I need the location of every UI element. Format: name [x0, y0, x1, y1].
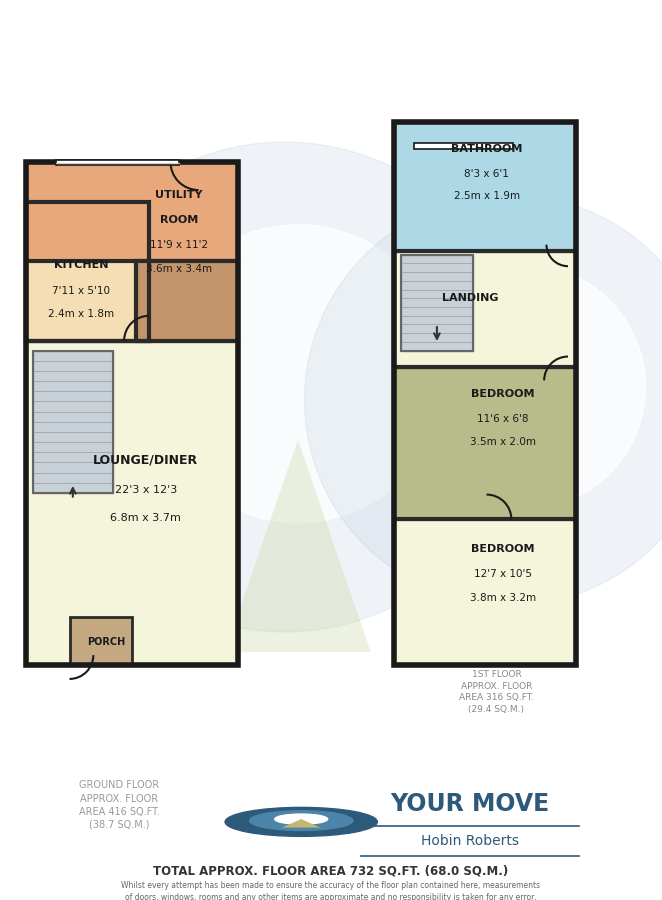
Bar — [394, 122, 576, 665]
Text: BEDROOM: BEDROOM — [471, 544, 535, 554]
Text: UTILITY: UTILITY — [155, 190, 203, 200]
Bar — [401, 255, 473, 351]
Bar — [26, 341, 238, 665]
Text: Whilst every attempt has been made to ensure the accuracy of the floor plan cont: Whilst every attempt has been made to en… — [121, 881, 541, 900]
Text: LANDING: LANDING — [442, 292, 498, 302]
Text: GROUND FLOOR
APPROX. FLOOR
AREA 416 SQ.FT.
(38.7 SQ.M.): GROUND FLOOR APPROX. FLOOR AREA 416 SQ.F… — [79, 780, 160, 830]
Text: 12'7 x 10'5: 12'7 x 10'5 — [474, 570, 532, 580]
Bar — [70, 617, 132, 665]
Bar — [26, 162, 238, 261]
Text: 3.8m x 3.2m: 3.8m x 3.2m — [470, 592, 536, 602]
Bar — [26, 202, 149, 341]
Text: TOTAL APPROX. FLOOR AREA 732 SQ.FT. (68.0 SQ.M.): TOTAL APPROX. FLOOR AREA 732 SQ.FT. (68.… — [154, 865, 508, 878]
Polygon shape — [282, 819, 320, 828]
Text: 11'9 x 11'2: 11'9 x 11'2 — [150, 239, 208, 249]
Bar — [136, 261, 238, 341]
Text: PORCH: PORCH — [87, 637, 125, 647]
Circle shape — [149, 225, 447, 523]
Bar — [414, 143, 513, 148]
Text: Hobin Roberts: Hobin Roberts — [421, 833, 519, 848]
Text: BATHROOM: BATHROOM — [451, 144, 522, 154]
Text: 22'3 x 12'3: 22'3 x 12'3 — [115, 484, 177, 495]
Circle shape — [305, 195, 662, 606]
Bar — [394, 367, 576, 519]
Bar — [394, 519, 576, 665]
Bar — [26, 202, 149, 341]
Text: 8'3 x 6'1: 8'3 x 6'1 — [464, 169, 509, 179]
Text: YOUR MOVE: YOUR MOVE — [391, 792, 549, 816]
Text: 11'6 x 6'8: 11'6 x 6'8 — [477, 414, 529, 424]
Bar — [33, 351, 113, 493]
Text: BEDROOM: BEDROOM — [471, 389, 535, 399]
Text: LOUNGE/DINER: LOUNGE/DINER — [93, 454, 198, 466]
Circle shape — [250, 811, 353, 831]
Text: 3.6m x 3.4m: 3.6m x 3.4m — [146, 265, 212, 274]
Circle shape — [40, 142, 530, 632]
Text: 2.4m x 1.8m: 2.4m x 1.8m — [48, 310, 114, 320]
Text: 6.8m x 3.7m: 6.8m x 3.7m — [110, 513, 181, 523]
Polygon shape — [225, 440, 371, 652]
Circle shape — [275, 814, 328, 824]
Bar — [33, 351, 113, 493]
Bar — [26, 162, 238, 665]
Bar — [394, 122, 576, 251]
Text: KITCHEN: KITCHEN — [54, 259, 108, 269]
Text: 2.5m x 1.9m: 2.5m x 1.9m — [453, 192, 520, 202]
Bar — [56, 160, 179, 166]
Text: 7'11 x 5'10: 7'11 x 5'10 — [52, 286, 110, 296]
Circle shape — [401, 265, 645, 509]
Text: ROOM: ROOM — [160, 214, 198, 224]
Bar — [394, 251, 576, 367]
Text: 1ST FLOOR
APPROX. FLOOR
AREA 316 SQ.FT.
(29.4 SQ.M.): 1ST FLOOR APPROX. FLOOR AREA 316 SQ.FT. … — [459, 670, 534, 714]
Circle shape — [225, 807, 377, 836]
Text: 3.5m x 2.0m: 3.5m x 2.0m — [470, 436, 536, 447]
Bar — [401, 255, 473, 351]
